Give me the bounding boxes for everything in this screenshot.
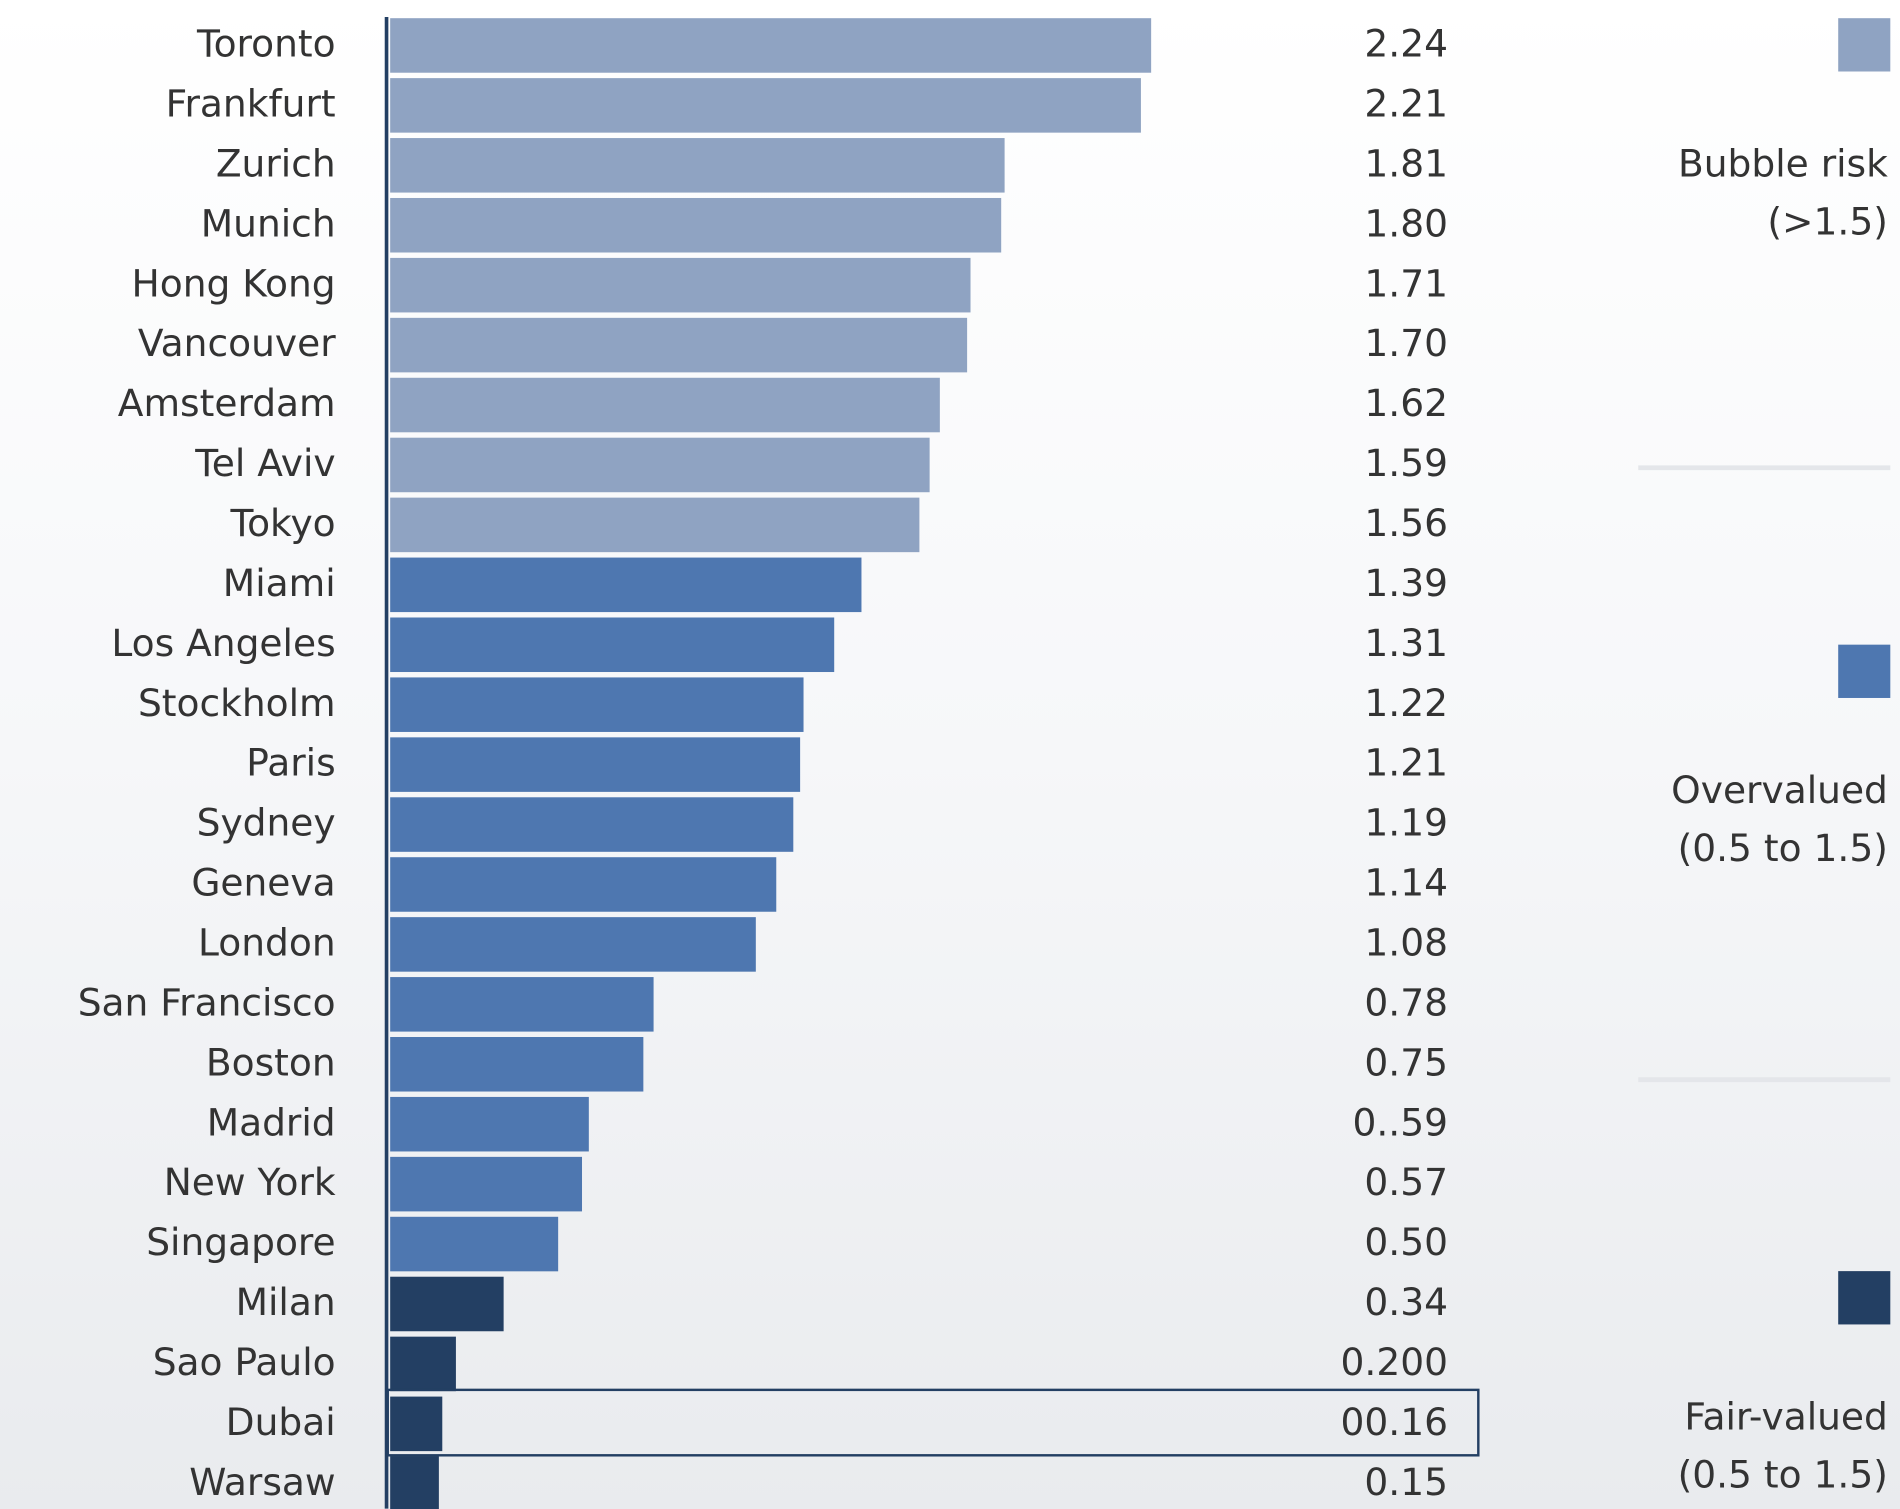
bar [390,1337,456,1392]
category-label: Sydney [197,801,336,845]
value-label: 1.21 [1364,741,1448,785]
bar [390,498,919,553]
bar [390,857,776,912]
category-label: Stockholm [138,681,336,725]
value-label: 0.75 [1364,1040,1448,1084]
category-label: Boston [206,1040,336,1084]
bar [390,737,800,792]
value-label: 1.39 [1364,561,1448,605]
bar [390,917,756,972]
legend-swatch [1838,645,1890,698]
category-label: Frankfurt [166,81,336,125]
value-label: 1.62 [1364,381,1448,425]
bar [390,18,1151,73]
value-label: 2.21 [1364,81,1448,125]
category-label: Singapore [146,1220,335,1264]
value-label: 1.71 [1364,261,1448,305]
legend-label: (>1.5) [1767,200,1887,244]
bar [390,258,970,313]
value-label: 1.81 [1364,141,1448,185]
bar [390,558,861,613]
category-label: Sao Paulo [153,1340,336,1384]
bar [390,318,967,373]
bar [390,378,940,433]
bar [390,78,1141,133]
chart: Toronto 2.24 Frankfurt 2.21 Zurich 1.81 Munich… [0,0,1900,1509]
legend-label: (0.5 to 1.5) [1678,826,1888,870]
category-label: Milan [236,1280,336,1324]
bar [390,1457,439,1509]
bar [390,1217,558,1272]
bar [390,677,803,732]
category-label: London [198,921,336,965]
bar [390,1397,442,1452]
category-label: Dubai [226,1400,336,1444]
legend-label: Bubble risk [1678,142,1888,186]
category-label: Miami [223,561,336,605]
value-label: 0..59 [1352,1100,1448,1144]
category-label: Geneva [191,861,335,905]
category-label: Warsaw [189,1460,335,1504]
value-label: 0.15 [1364,1460,1448,1504]
value-label: 0.57 [1364,1160,1448,1204]
bar [390,1037,643,1092]
value-label: 0.78 [1364,980,1448,1024]
value-label: 2.24 [1364,22,1448,66]
legend-label: Fair-valued [1684,1394,1888,1438]
value-label: 1.70 [1364,321,1448,365]
legend-swatch [1838,18,1890,71]
bar [390,1097,589,1152]
category-label: Tel Aviv [194,441,335,485]
category-label: Amsterdam [118,381,336,425]
value-label: 1.80 [1364,201,1448,245]
legend-label: (0.5 to 1.5) [1678,1453,1888,1497]
value-label: 1.19 [1364,801,1448,845]
legend-label: Overvalued [1671,768,1888,812]
bar [390,977,653,1032]
value-label: 0.200 [1341,1340,1449,1384]
value-label: 0.34 [1364,1280,1448,1324]
bar [390,438,929,493]
value-label: 0.50 [1364,1220,1448,1264]
bar [390,1157,582,1212]
category-label: Zurich [216,141,336,185]
value-label: 1.31 [1364,621,1448,665]
category-label: Toronto [196,22,336,66]
value-label: 1.14 [1364,861,1448,905]
bar [390,198,1001,253]
bar [390,797,793,852]
category-label: San Francisco [78,980,336,1024]
bar [390,138,1004,193]
page: Toronto 2.24 Frankfurt 2.21 Zurich 1.81 Munich… [0,0,1900,1509]
value-label: 1.56 [1364,501,1448,545]
category-label: Tokyo [230,501,336,545]
category-label: New York [164,1160,336,1204]
value-label: 1.59 [1364,441,1448,485]
category-label: Madrid [207,1100,336,1144]
category-label: Los Angeles [111,621,335,665]
category-label: Hong Kong [132,261,336,305]
legend-swatch [1838,1271,1890,1324]
bar [390,1277,503,1332]
bar [390,617,834,672]
value-label: 1.22 [1364,681,1448,725]
category-label: Vancouver [138,321,336,365]
category-label: Munich [201,201,336,245]
value-label: 1.08 [1364,921,1448,965]
category-label: Paris [246,741,335,785]
value-label: 00.16 [1341,1400,1449,1444]
